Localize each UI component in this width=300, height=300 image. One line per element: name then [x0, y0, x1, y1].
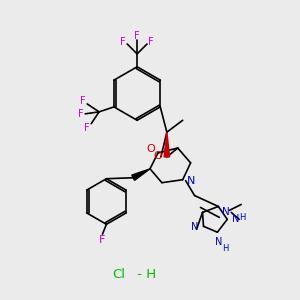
Text: F: F — [84, 123, 90, 133]
Text: Cl: Cl — [112, 268, 125, 281]
Text: N: N — [191, 222, 198, 232]
Text: F: F — [99, 235, 106, 245]
Text: N: N — [186, 176, 195, 186]
Text: O: O — [147, 144, 155, 154]
Text: F: F — [134, 31, 140, 41]
Text: N: N — [222, 207, 230, 218]
Text: - H: - H — [133, 268, 156, 281]
Polygon shape — [132, 169, 150, 180]
Text: H: H — [222, 244, 229, 253]
Text: F: F — [78, 109, 84, 119]
Text: N: N — [232, 214, 239, 224]
Polygon shape — [164, 132, 170, 157]
Text: F: F — [148, 37, 154, 47]
Text: N: N — [215, 237, 222, 247]
Text: H: H — [239, 213, 245, 222]
Text: F: F — [120, 37, 126, 47]
Text: F: F — [80, 96, 86, 106]
Text: O: O — [154, 151, 162, 161]
